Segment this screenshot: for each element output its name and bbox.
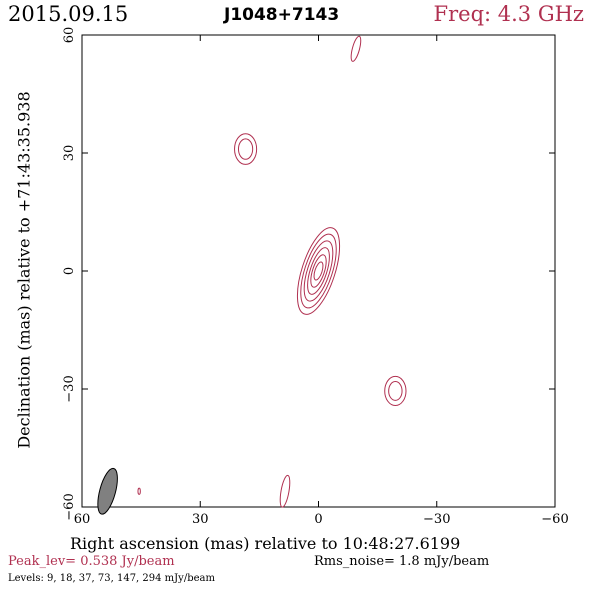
contour-upper-left	[237, 138, 254, 160]
contours	[137, 35, 407, 508]
axis-tick-labels: 60 30 0 −30 −60 −60 −30 0 30 60	[62, 27, 569, 527]
contour-core	[303, 240, 334, 302]
x-tick-label: 60	[74, 512, 91, 527]
plot-frame	[81, 34, 556, 508]
y-tick-label: 30	[62, 145, 77, 162]
contour-core	[313, 261, 324, 281]
frequency-label: Freq: 4.3 GHz	[433, 2, 584, 26]
contour-core	[307, 247, 330, 295]
y-tick-label: −30	[62, 375, 77, 402]
observation-date: 2015.09.15	[8, 2, 129, 26]
y-tick-label: −60	[62, 493, 77, 520]
x-tick-label: 0	[314, 512, 322, 527]
contour-core	[296, 227, 341, 315]
peak-level: Peak_lev= 0.538 Jy/beam	[8, 554, 175, 569]
y-axis-label: Declination (mas) relative to +71:43:35.…	[14, 91, 34, 449]
y-tick-label: 0	[62, 267, 77, 275]
x-tick-label: 30	[192, 512, 209, 527]
x-tick-label: −30	[423, 512, 450, 527]
contour-levels: Levels: 9, 18, 37, 73, 147, 294 mJy/beam	[8, 573, 215, 584]
contour-lower-right	[384, 375, 407, 407]
contour-lower-right	[388, 381, 403, 401]
y-tick-label: 60	[62, 27, 77, 44]
x-tick-label: −60	[541, 512, 568, 527]
contour-core	[300, 233, 337, 309]
contour-top	[350, 35, 362, 62]
beam-shape	[97, 467, 118, 515]
contour-core	[310, 254, 327, 288]
beam-ellipse	[97, 467, 118, 515]
x-axis-label: Right ascension (mas) relative to 10:48:…	[70, 534, 461, 553]
contour-upper-left	[234, 133, 258, 165]
contour-bottom	[279, 474, 291, 508]
source-name: J1048+7143	[224, 5, 340, 25]
contour-bottom-left	[137, 487, 141, 495]
axis-ticks	[81, 34, 556, 508]
rms-noise: Rms_noise= 1.8 mJy/beam	[314, 554, 490, 569]
